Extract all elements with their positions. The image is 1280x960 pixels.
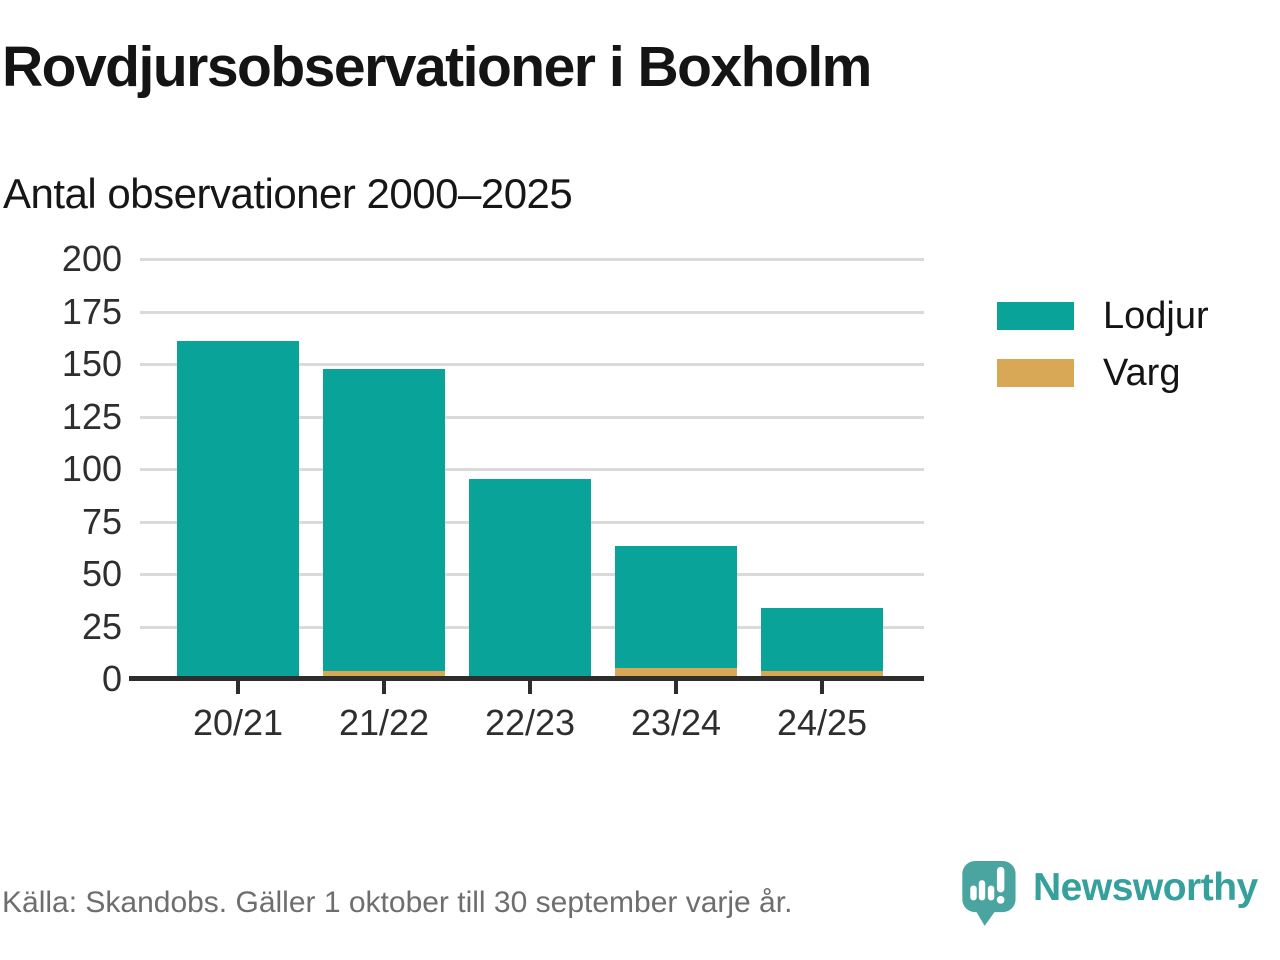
source-note: Källa: Skandobs. Gäller 1 oktober till 3… [2,886,793,919]
legend-label: Varg [1103,351,1181,394]
y-tick-label: 175 [61,291,122,332]
x-axis-tick [528,681,532,694]
gridline-y-125 [140,416,924,419]
gridline-y-150 [140,363,924,366]
bar-segment-lodjur [615,546,737,668]
y-tick-label: 125 [61,396,122,437]
bar-segment-lodjur [177,341,299,679]
y-tick-label: 75 [81,501,122,542]
y-tick-label: 200 [61,238,122,279]
x-tick-label: 24/25 [776,702,868,743]
gridline-y-175 [140,311,924,314]
x-axis-tick [382,681,386,694]
bar-segment-lodjur [761,608,883,671]
newsworthy-wordmark: Newsworthy [1033,866,1258,909]
bar-segment-varg [323,671,445,679]
y-tick-label: 150 [61,343,122,384]
chart-subtitle: Antal observationer 2000–2025 [3,170,573,217]
x-tick-label: 21/22 [338,702,430,743]
gridline-y-100 [140,468,924,471]
y-tick-label: 25 [81,606,122,647]
legend-item-lodjur: Lodjur [997,294,1209,337]
bar-segment-varg [761,671,883,679]
y-tick-label: 100 [61,448,122,489]
legend-swatch-lodjur [997,302,1074,330]
bar-segment-lodjur [323,369,445,671]
legend-swatch-varg [997,359,1074,387]
x-tick-label: 23/24 [630,702,722,743]
newsworthy-pin-icon [962,861,1016,926]
bar-segment-varg [615,668,737,679]
gridline-y-200 [140,258,924,261]
legend-item-varg: Varg [997,351,1181,394]
bar-segment-lodjur [469,479,591,679]
x-axis-tick [236,681,240,694]
x-tick-label: 20/21 [192,702,284,743]
x-axis-tick [820,681,824,694]
x-tick-label: 22/23 [484,702,576,743]
legend-label: Lodjur [1103,294,1209,337]
newsworthy-logo: Newsworthy [962,861,1258,929]
chart-title: Rovdjursobservationer i Boxholm [2,35,872,99]
y-tick-label: 0 [101,658,122,699]
x-axis-tick [674,681,678,694]
x-axis-line [129,676,924,681]
y-tick-label: 50 [81,553,122,594]
